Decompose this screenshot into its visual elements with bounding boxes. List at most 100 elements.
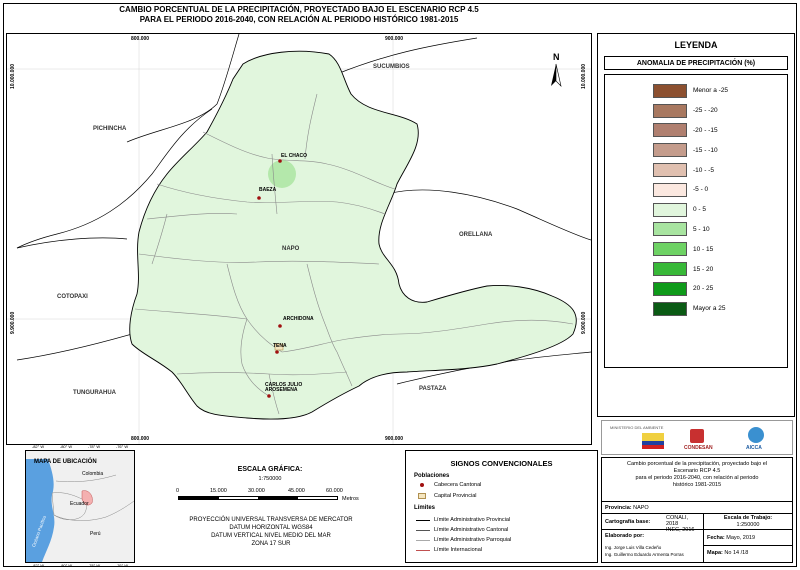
condesan-logo-icon bbox=[690, 429, 704, 443]
legend-label: 15 - 20 bbox=[693, 265, 714, 273]
legend-item: Mayor a 25 bbox=[605, 299, 787, 319]
signos-title: SIGNOS CONVENCIONALES bbox=[450, 459, 553, 468]
desc-line: Cambio porcentual de la precipitación, p… bbox=[626, 461, 768, 467]
poblaciones-heading: Poblaciones bbox=[414, 473, 450, 479]
elaborado-name-1: Ing. Jorge Luis Villa Cedeño bbox=[605, 545, 662, 550]
boundary-line bbox=[271, 153, 278, 215]
peru-border bbox=[53, 500, 134, 521]
tena-capital-symbol bbox=[274, 343, 284, 351]
tick-label: -78° W bbox=[87, 563, 101, 568]
tick-label: -82° W bbox=[31, 444, 45, 449]
label-el-chaco: EL CHACO bbox=[281, 153, 308, 159]
label-pastaza: PASTAZA bbox=[419, 386, 447, 392]
boundary-pastaza bbox=[396, 351, 591, 385]
boundary-line bbox=[268, 373, 280, 415]
aicca-logo-icon bbox=[748, 427, 764, 443]
escala-cell: Escala de Trabajo: 1:250000 bbox=[704, 514, 792, 529]
info-description: Cambio porcentual de la precipitación, p… bbox=[602, 458, 792, 502]
label-tena: TENA bbox=[273, 343, 287, 349]
legend-label: -20 - -15 bbox=[693, 126, 718, 134]
title-line-1: CAMBIO PORCENTUAL DE LA PRECIPITACIÓN, P… bbox=[119, 5, 479, 14]
legend-swatch bbox=[653, 103, 687, 118]
info-provincia-row: Provincia: NAPO bbox=[602, 502, 792, 514]
lim-parr-label: Límite Administrativo Parroquial bbox=[434, 537, 512, 543]
fecha-row: Fecha: Mayo, 2019 bbox=[704, 530, 792, 546]
north-label: N bbox=[553, 52, 560, 62]
scale-title: ESCALA GRÁFICA: bbox=[237, 466, 303, 473]
legend-item: Menor a -25 bbox=[605, 81, 787, 101]
tena-dot[interactable] bbox=[275, 350, 279, 354]
boundary-line bbox=[398, 319, 574, 335]
main-map[interactable]: 800.000 900.000 800.000 900.000 10.000.0… bbox=[6, 33, 592, 445]
conventional-signs-panel: SIGNOS CONVENCIONALES Poblaciones Cabece… bbox=[405, 450, 598, 563]
legend-swatch bbox=[653, 83, 687, 98]
legend-swatch bbox=[653, 222, 687, 237]
napo-province-area[interactable] bbox=[129, 50, 577, 420]
legend-item: 5 - 10 bbox=[605, 220, 787, 240]
el-chaco-dot[interactable] bbox=[278, 159, 282, 163]
boundary-line bbox=[202, 131, 396, 190]
scale-tick-3: 45.000 bbox=[288, 488, 305, 494]
coord-left-top: 10.000.000 bbox=[10, 63, 16, 89]
label-ecuador: Ecuador bbox=[70, 501, 89, 507]
colombia-border bbox=[55, 474, 117, 482]
scale-ratio: 1:750000 bbox=[258, 476, 282, 482]
legend-label: Mayor a 25 bbox=[693, 305, 726, 313]
scale-panel: ESCALA GRÁFICA: 1:750000 0 15.000 30.000… bbox=[140, 450, 402, 563]
desc-line: histórico 1981-2015 bbox=[672, 482, 722, 488]
fecha-value: Mayo, 2019 bbox=[726, 535, 756, 541]
legend-item: 10 - 15 bbox=[605, 239, 787, 259]
location-top-ticks: -82° W -80° W -78° W -76° W bbox=[24, 444, 136, 449]
coord-top-left: 800.000 bbox=[131, 36, 150, 42]
label-peru: Perú bbox=[90, 531, 101, 537]
napo-highlight bbox=[81, 490, 93, 506]
legend-subtitle: ANOMALIA DE PRECIPITACIÓN (%) bbox=[604, 56, 788, 70]
main-map-canvas bbox=[7, 34, 591, 444]
cabecera-label: Cabecera Cantonal bbox=[434, 482, 482, 488]
legend-swatch bbox=[653, 182, 687, 197]
projection-info: PROYECCIÓN UNIVERSAL TRANSVERSA DE MERCA… bbox=[140, 516, 402, 548]
label-colombia: Colombia bbox=[82, 471, 104, 477]
location-title: MAPA DE UBICACIÓN bbox=[34, 459, 97, 465]
label-cotopaxi: COTOPAXI bbox=[57, 294, 88, 300]
info-cartografia-row: Cartografía base: CONALI, 2018 INEC, 201… bbox=[602, 514, 792, 533]
logo-aicca: AICCA bbox=[746, 445, 762, 451]
escala-value: 1:250000 bbox=[736, 522, 760, 528]
cartografia-values: CONALI, 2018 INEC, 2016 bbox=[664, 514, 704, 533]
legend-item: -15 - -10 bbox=[605, 140, 787, 160]
title-line-2: PARA EL PERIODO 2016-2040, CON RELACIÓN … bbox=[139, 15, 459, 24]
map-title: CAMBIO PORCENTUAL DE LA PRECIPITACIÓN, P… bbox=[6, 5, 592, 31]
legend-item: -10 - -5 bbox=[605, 160, 787, 180]
logo-condesan: CONDESAN bbox=[684, 445, 713, 451]
label-archidona: ARCHIDONA bbox=[283, 316, 314, 322]
legend-swatch bbox=[653, 262, 687, 277]
archidona-dot[interactable] bbox=[278, 324, 282, 328]
coord-left-bottom: 9.900.000 bbox=[10, 311, 16, 334]
ecuador-outline bbox=[51, 492, 87, 521]
legend-panel: LEYENDA ANOMALIA DE PRECIPITACIÓN (%) Me… bbox=[597, 33, 795, 417]
carlos-julio-dot[interactable] bbox=[267, 394, 271, 398]
label-sucumbios: SUCUMBIOS bbox=[373, 64, 410, 70]
desc-line: Escenario RCP 4.5 bbox=[673, 468, 721, 474]
ecuador-flag-icon bbox=[642, 433, 664, 449]
logo-ministerio: MINISTERIO DEL AMBIENTE bbox=[610, 425, 664, 430]
boundary-line bbox=[240, 318, 270, 397]
cabecera-dot-icon bbox=[420, 483, 424, 487]
legend-swatch bbox=[653, 242, 687, 257]
label-pichincha: PICHINCHA bbox=[93, 126, 127, 132]
mapa-label: Mapa: bbox=[707, 550, 723, 556]
coord-bottom-left: 800.000 bbox=[131, 436, 150, 442]
scale-unit: Metros bbox=[342, 496, 359, 502]
legend-items: Menor a -25 -25 - -20 -20 - -15 -15 - -10 -1… bbox=[604, 74, 788, 368]
legend-label: Menor a -25 bbox=[693, 87, 729, 95]
legend-item: 20 - 25 bbox=[605, 279, 787, 299]
escala-label: Escala de Trabajo: bbox=[723, 515, 773, 521]
coord-right-top: 10.000.000 bbox=[581, 63, 587, 89]
lim-prov-label: Límite Administrativo Provincial bbox=[434, 517, 511, 523]
baeza-dot[interactable] bbox=[257, 196, 261, 200]
elaborado-label: Elaborado por: bbox=[605, 533, 645, 539]
legend-item: 15 - 20 bbox=[605, 259, 787, 279]
tick-label: -80° W bbox=[59, 563, 73, 568]
provincia-label: Provincia: bbox=[605, 505, 632, 511]
boundary-line bbox=[138, 253, 380, 265]
